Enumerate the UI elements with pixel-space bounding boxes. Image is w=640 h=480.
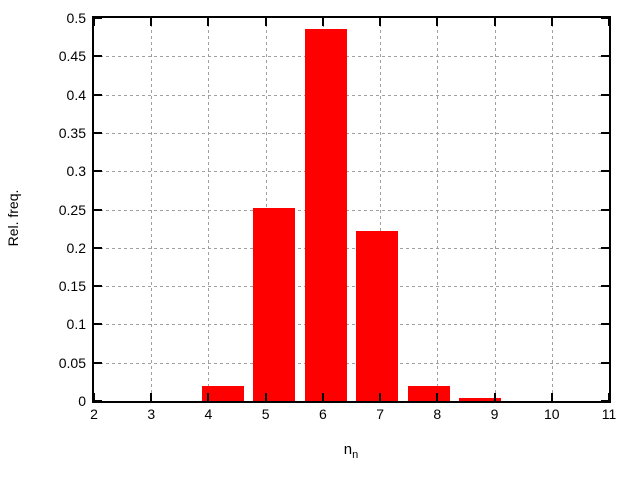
x-gridline [551, 18, 553, 401]
x-tick-bottom [150, 393, 153, 401]
x-tick-bottom [436, 393, 439, 401]
y-tick-label: 0 [78, 393, 86, 409]
x-tick-top [608, 18, 610, 26]
y-tick-left [94, 285, 102, 288]
x-gridline [494, 18, 496, 401]
y-tick-label: 0.25 [58, 201, 86, 218]
y-tick-label: 0.15 [58, 278, 86, 295]
y-tick-label: 0.4 [66, 86, 86, 103]
y-gridline [94, 362, 609, 364]
y-tick-left [94, 55, 102, 58]
y-gridline [94, 171, 609, 173]
y-tick-label: 0.2 [66, 239, 86, 256]
y-tick-label: 0.05 [58, 354, 86, 371]
y-tick-label: 0.3 [66, 163, 86, 180]
x-tick-label: 2 [90, 406, 98, 422]
x-tick-label: 4 [204, 406, 213, 422]
y-tick-left [94, 208, 102, 211]
x-tick-top [550, 18, 553, 26]
y-gridline [94, 94, 609, 96]
y-tick-right [601, 170, 609, 173]
x-tick-label: 10 [543, 406, 560, 422]
x-axis-label: nn [301, 440, 401, 462]
x-gridline [380, 18, 382, 401]
x-tick-top [493, 18, 496, 26]
x-tick-bottom [608, 393, 610, 401]
x-tick-label: 9 [490, 406, 499, 422]
histogram-bar [304, 29, 347, 401]
x-gridline [151, 18, 153, 401]
histogram-bar [459, 397, 502, 401]
y-tick-left [94, 400, 102, 402]
x-tick-top [379, 18, 382, 26]
y-tick-right [601, 131, 609, 134]
y-tick-left [94, 131, 102, 134]
histogram-bar [201, 386, 244, 401]
y-tick-left [94, 17, 102, 19]
x-tick-top [93, 18, 95, 26]
x-tick-label: 8 [433, 406, 442, 422]
x-gridline [208, 18, 210, 401]
x-tick-top [436, 18, 439, 26]
y-gridline [94, 56, 609, 58]
histogram-bar [253, 207, 296, 401]
x-gridline [437, 18, 439, 401]
y-tick-left [94, 323, 102, 326]
x-tick-bottom [264, 393, 267, 401]
y-gridline [94, 247, 609, 249]
y-gridline [94, 209, 609, 211]
histogram-bar [407, 385, 450, 401]
y-tick-right [601, 323, 609, 326]
x-tick-label: 7 [376, 406, 384, 422]
x-tick-label: 11 [601, 406, 617, 422]
y-gridline [94, 132, 609, 134]
y-tick-left [94, 246, 102, 249]
x-tick-top [150, 18, 153, 26]
y-tick-right [601, 55, 609, 58]
y-gridline [94, 324, 609, 326]
y-tick-right [601, 361, 609, 364]
y-tick-label: 0.45 [58, 48, 86, 65]
x-axis-label-subscript: n [352, 449, 359, 461]
x-tick-bottom [493, 393, 496, 401]
x-tick-label: 5 [261, 406, 270, 422]
x-tick-bottom [207, 393, 210, 401]
y-tick-right [601, 400, 609, 402]
y-tick-right [601, 285, 609, 288]
histogram-bar [356, 230, 399, 401]
x-tick-label: 3 [147, 406, 156, 422]
y-tick-right [601, 246, 609, 249]
y-gridline [94, 286, 609, 288]
x-axis-label-base: n [343, 441, 353, 458]
y-tick-right [601, 93, 609, 96]
y-tick-label: 0.1 [66, 316, 86, 333]
y-tick-left [94, 93, 102, 96]
y-tick-label: 0.5 [66, 10, 86, 26]
x-tick-bottom [321, 393, 324, 401]
x-tick-bottom [550, 393, 553, 401]
x-tick-top [264, 18, 267, 26]
y-tick-left [94, 361, 102, 364]
y-tick-right [601, 17, 609, 19]
y-tick-right [601, 208, 609, 211]
y-tick-left [94, 170, 102, 173]
x-tick-top [207, 18, 210, 26]
x-tick-bottom [379, 393, 382, 401]
plot-area [92, 16, 611, 403]
x-tick-top [321, 18, 324, 26]
x-tick-bottom [93, 393, 95, 401]
x-tick-label: 6 [318, 406, 327, 422]
y-tick-label: 0.35 [58, 124, 86, 141]
